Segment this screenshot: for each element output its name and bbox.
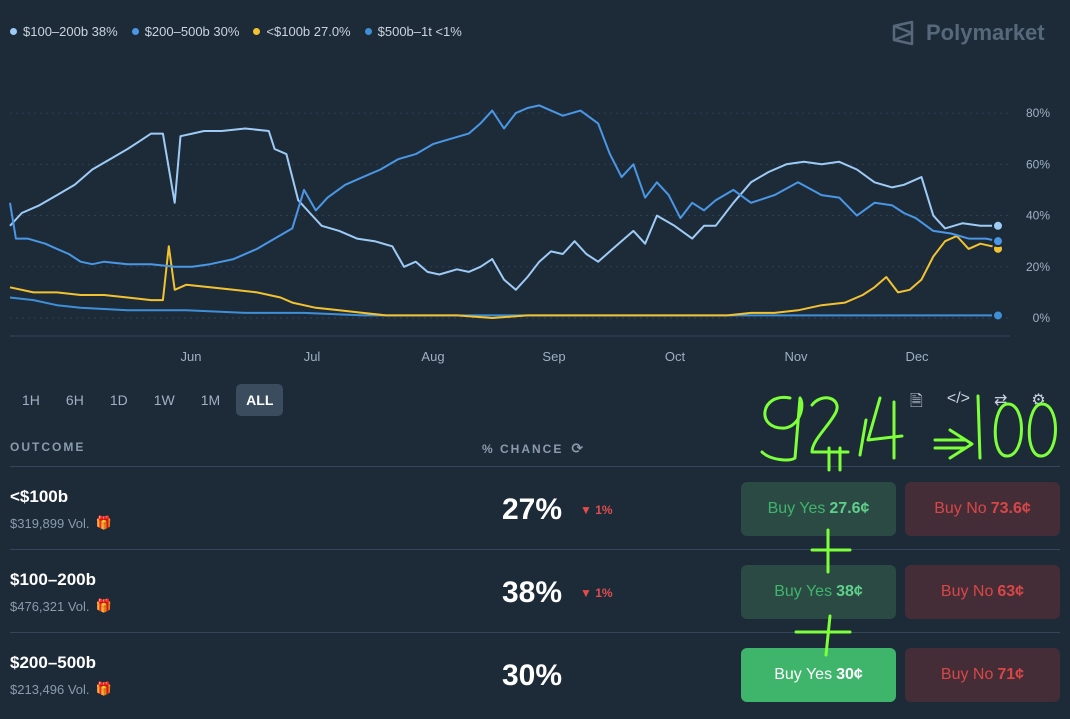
buy-yes-button[interactable]: Buy Yes 38¢ xyxy=(741,565,896,619)
buy-no-label: Buy No xyxy=(934,500,987,517)
outcome-chance: 27% xyxy=(502,493,563,526)
series-end-marker[interactable] xyxy=(992,235,1004,248)
price-chart[interactable]: 80% 60% 40% 20% 0% Jun Jul Aug Sep Oct Nov Dec xyxy=(0,60,1070,370)
chart-legend: $100–200b 38% $200–500b 30% <$100b 27.0%… xyxy=(10,24,462,39)
swap-icon[interactable]: ⇄ xyxy=(994,392,1008,409)
range-button-1m[interactable]: 1M xyxy=(200,392,221,408)
buy-no-price: 73.6¢ xyxy=(990,500,1031,517)
outcome-row[interactable]: $200–500b $213,496 Vol. 🎁 30% Buy Yes 30¢ … xyxy=(0,633,1070,716)
buy-no-button[interactable]: Buy No 73.6¢ xyxy=(905,482,1060,536)
outcome-name: $100–200b xyxy=(10,570,97,589)
outcome-delta: ▼ 1% xyxy=(580,503,613,517)
outcome-volume: $476,321 Vol. 🎁 xyxy=(10,598,112,614)
volume-text: $476,321 Vol. xyxy=(10,598,90,614)
time-range-selector: 1H 6H 1D 1W 1M ALL xyxy=(12,384,284,416)
series-line[interactable] xyxy=(9,235,999,319)
x-tick-label: Jul xyxy=(304,349,321,364)
legend-item[interactable]: $500b–1t <1% xyxy=(364,24,462,39)
document-icon[interactable]: 🗎 xyxy=(910,393,923,410)
y-tick-label: 40% xyxy=(1026,209,1050,223)
range-button-1h[interactable]: 1H xyxy=(22,392,40,408)
x-tick-label: Oct xyxy=(665,349,686,364)
buy-yes-price: 38¢ xyxy=(836,583,863,600)
outcome-delta: ▼ 1% xyxy=(580,586,613,600)
chance-header-label: % CHANCE xyxy=(482,441,564,456)
gift-icon[interactable]: 🎁 xyxy=(95,681,112,696)
gear-icon[interactable]: ⚙ xyxy=(1031,392,1046,409)
range-button-1d[interactable]: 1D xyxy=(109,392,128,408)
brand-logo[interactable]: Polymarket xyxy=(890,20,1045,46)
divider xyxy=(10,466,1060,467)
buy-yes-button[interactable]: Buy Yes 30¢ xyxy=(741,648,896,702)
buy-no-price: 63¢ xyxy=(997,583,1025,600)
legend-item[interactable]: $100–200b 38% xyxy=(10,24,118,39)
gift-icon[interactable]: 🎁 xyxy=(95,598,112,613)
volume-text: $213,496 Vol. xyxy=(10,681,90,697)
legend-item[interactable]: $200–500b 30% xyxy=(131,24,240,39)
legend-label: $500b–1t <1% xyxy=(377,24,462,39)
x-tick-label: Jun xyxy=(181,349,202,364)
y-tick-label: 60% xyxy=(1026,157,1050,171)
series-end-marker[interactable] xyxy=(992,309,1004,322)
outcome-name: <$100b xyxy=(10,487,69,506)
y-tick-label: 0% xyxy=(1033,311,1051,325)
gift-icon[interactable]: 🎁 xyxy=(95,515,112,530)
buy-no-price: 71¢ xyxy=(997,666,1025,683)
y-tick-label: 80% xyxy=(1026,106,1050,120)
polymarket-logo-icon xyxy=(892,20,914,46)
buy-yes-label: Buy Yes xyxy=(767,500,826,517)
outcome-chance: 38% xyxy=(502,576,563,609)
outcome-volume: $319,899 Vol. 🎁 xyxy=(10,515,112,531)
legend-dot xyxy=(131,28,139,35)
x-tick-label: Sep xyxy=(542,349,565,364)
buy-no-button[interactable]: Buy No 71¢ xyxy=(905,648,1060,702)
series-line[interactable] xyxy=(9,127,998,291)
x-tick-label: Dec xyxy=(905,349,929,364)
buy-yes-button[interactable]: Buy Yes 27.6¢ xyxy=(741,482,896,536)
divider xyxy=(10,549,1060,550)
legend-label: $100–200b 38% xyxy=(23,24,118,39)
volume-text: $319,899 Vol. xyxy=(10,515,90,531)
legend-dot xyxy=(253,28,261,35)
range-button-1w[interactable]: 1W xyxy=(153,392,175,408)
buy-yes-price: 27.6¢ xyxy=(829,500,870,517)
legend-label: $200–500b 30% xyxy=(144,24,240,39)
range-button-all[interactable]: ALL xyxy=(236,384,284,416)
series-end-marker[interactable] xyxy=(992,219,1004,232)
x-tick-label: Nov xyxy=(784,349,808,364)
chance-header: % CHANCE ⟳ xyxy=(482,440,585,457)
outcome-name: $200–500b xyxy=(10,653,97,672)
brand-name: Polymarket xyxy=(926,20,1045,45)
buy-yes-label: Buy Yes xyxy=(774,583,833,600)
y-tick-label: 20% xyxy=(1026,260,1050,274)
outcome-chance: 30% xyxy=(502,659,563,692)
code-icon[interactable]: </> xyxy=(946,390,971,407)
outcome-row[interactable]: $100–200b $476,321 Vol. 🎁 38% ▼ 1% Buy Ye… xyxy=(0,550,1070,633)
legend-label: <$100b 27.0% xyxy=(266,24,351,39)
buy-no-button[interactable]: Buy No 63¢ xyxy=(905,565,1060,619)
buy-yes-price: 30¢ xyxy=(836,666,863,683)
outcome-header: OUTCOME xyxy=(10,440,86,454)
range-button-6h[interactable]: 6H xyxy=(65,392,84,408)
chart-tools: 🗎 </> ⇄ ⚙ xyxy=(910,390,1046,417)
refresh-icon[interactable]: ⟳ xyxy=(571,440,586,456)
outcome-volume: $213,496 Vol. 🎁 xyxy=(10,681,112,697)
x-tick-label: Aug xyxy=(421,349,444,364)
legend-item[interactable]: <$100b 27.0% xyxy=(253,24,351,39)
legend-dot xyxy=(364,28,372,35)
buy-yes-label: Buy Yes xyxy=(774,666,833,683)
legend-dot xyxy=(10,28,17,35)
divider xyxy=(10,632,1060,633)
buy-no-label: Buy No xyxy=(940,583,994,600)
buy-no-label: Buy No xyxy=(940,666,994,683)
outcome-row[interactable]: <$100b $319,899 Vol. 🎁 27% ▼ 1% Buy Yes 27… xyxy=(0,467,1070,550)
series-line[interactable] xyxy=(9,104,999,268)
